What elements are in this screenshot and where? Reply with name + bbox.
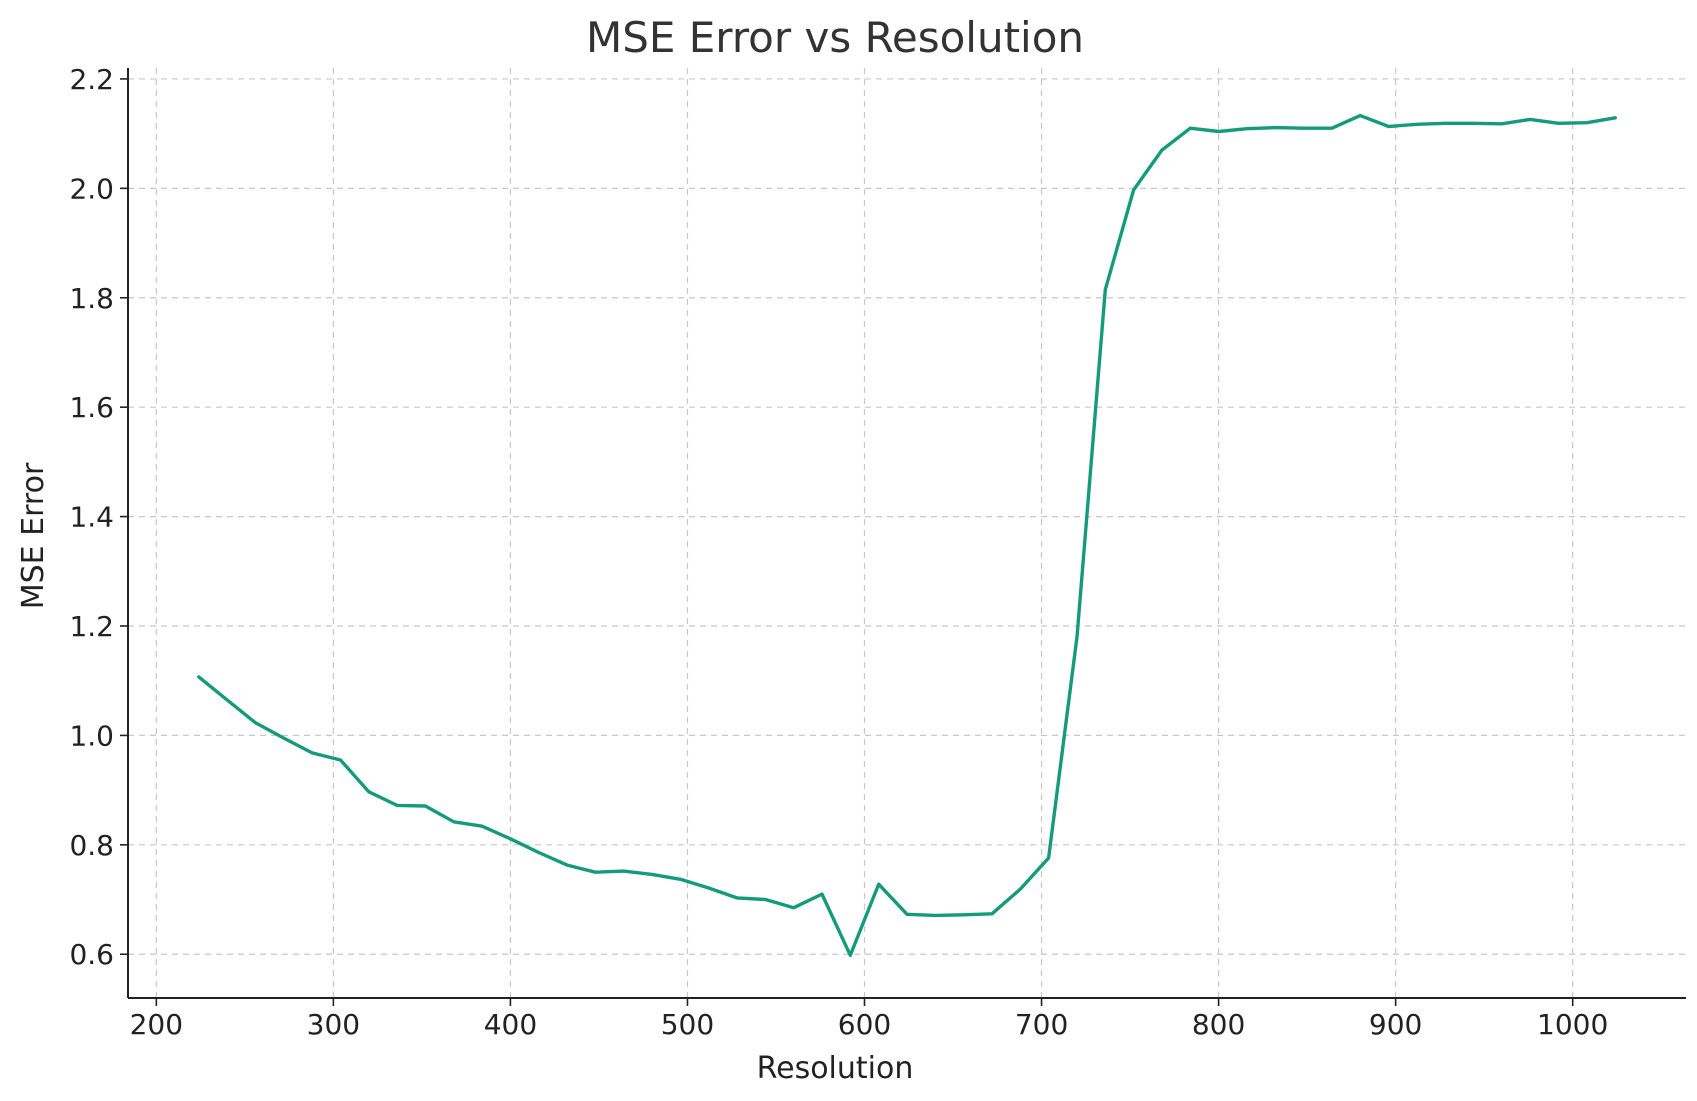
series: [197, 113, 1617, 957]
x-tick-label: 700: [1015, 1008, 1068, 1041]
y-tick-label: 0.8: [69, 829, 114, 862]
y-tick-label: 1.4: [69, 501, 114, 534]
y-ticks: 0.6 0.8 1.0 1.2 1.4 1.6 1.8 2.0 2.2: [69, 63, 128, 971]
series-line-0: [197, 113, 1617, 957]
x-tick-label: 900: [1369, 1008, 1422, 1041]
x-tick-label: 1000: [1537, 1008, 1608, 1041]
x-tick-label: 500: [661, 1008, 714, 1041]
y-tick-label: 0.6: [69, 938, 114, 971]
y-tick-label: 1.8: [69, 282, 114, 315]
grid-lines: [128, 68, 1686, 998]
x-tick-label: 400: [484, 1008, 537, 1041]
x-axis-label: Resolution: [757, 1051, 914, 1086]
y-tick-label: 2.2: [69, 63, 114, 96]
x-tick-label: 200: [130, 1008, 183, 1041]
chart-title: MSE Error vs Resolution: [586, 13, 1084, 62]
x-tick-label: 300: [307, 1008, 360, 1041]
x-tick-label: 600: [838, 1008, 891, 1041]
x-ticks: 200 300 400 500 600 700 800 900 1000: [130, 998, 1608, 1041]
y-tick-label: 2.0: [69, 172, 114, 205]
y-axis-label: MSE Error: [16, 462, 51, 609]
y-tick-label: 1.2: [69, 610, 114, 643]
y-tick-label: 1.0: [69, 719, 114, 752]
x-tick-label: 800: [1192, 1008, 1245, 1041]
y-tick-label: 1.6: [69, 391, 114, 424]
axes: [127, 68, 1686, 999]
